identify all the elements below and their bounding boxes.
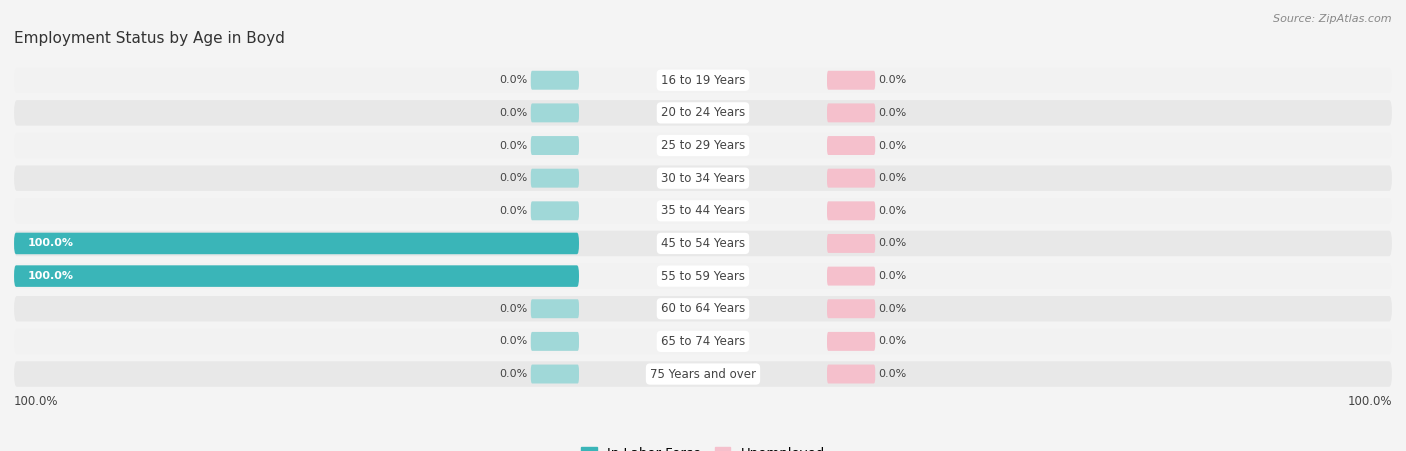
Text: 0.0%: 0.0% [879, 239, 907, 249]
Text: 30 to 34 Years: 30 to 34 Years [661, 172, 745, 184]
Text: 20 to 24 Years: 20 to 24 Years [661, 106, 745, 120]
Text: 0.0%: 0.0% [879, 141, 907, 151]
FancyBboxPatch shape [827, 103, 875, 122]
Text: 100.0%: 100.0% [1347, 395, 1392, 408]
FancyBboxPatch shape [14, 231, 1392, 256]
FancyBboxPatch shape [531, 136, 579, 155]
FancyBboxPatch shape [827, 299, 875, 318]
FancyBboxPatch shape [531, 299, 579, 318]
FancyBboxPatch shape [827, 169, 875, 188]
FancyBboxPatch shape [14, 133, 1392, 158]
Text: 75 Years and over: 75 Years and over [650, 368, 756, 381]
Text: 45 to 54 Years: 45 to 54 Years [661, 237, 745, 250]
FancyBboxPatch shape [531, 201, 579, 220]
Text: 0.0%: 0.0% [879, 173, 907, 183]
Text: 16 to 19 Years: 16 to 19 Years [661, 74, 745, 87]
FancyBboxPatch shape [14, 100, 1392, 126]
Text: 60 to 64 Years: 60 to 64 Years [661, 302, 745, 315]
FancyBboxPatch shape [531, 71, 579, 90]
Text: 0.0%: 0.0% [879, 75, 907, 85]
FancyBboxPatch shape [531, 364, 579, 383]
FancyBboxPatch shape [14, 198, 1392, 224]
Text: 0.0%: 0.0% [499, 369, 527, 379]
Text: 0.0%: 0.0% [499, 75, 527, 85]
FancyBboxPatch shape [827, 267, 875, 285]
Text: 0.0%: 0.0% [499, 141, 527, 151]
Text: Employment Status by Age in Boyd: Employment Status by Age in Boyd [14, 31, 285, 46]
FancyBboxPatch shape [14, 233, 579, 254]
Text: 100.0%: 100.0% [14, 395, 59, 408]
FancyBboxPatch shape [531, 103, 579, 122]
FancyBboxPatch shape [531, 332, 579, 351]
Text: 0.0%: 0.0% [879, 108, 907, 118]
FancyBboxPatch shape [827, 136, 875, 155]
Text: 100.0%: 100.0% [28, 239, 75, 249]
Text: 35 to 44 Years: 35 to 44 Years [661, 204, 745, 217]
Text: 0.0%: 0.0% [879, 369, 907, 379]
FancyBboxPatch shape [14, 361, 1392, 387]
Text: 0.0%: 0.0% [499, 336, 527, 346]
Text: 55 to 59 Years: 55 to 59 Years [661, 270, 745, 283]
Text: Source: ZipAtlas.com: Source: ZipAtlas.com [1274, 14, 1392, 23]
FancyBboxPatch shape [14, 68, 1392, 93]
FancyBboxPatch shape [14, 265, 579, 287]
Text: 0.0%: 0.0% [879, 271, 907, 281]
Text: 25 to 29 Years: 25 to 29 Years [661, 139, 745, 152]
Legend: In Labor Force, Unemployed: In Labor Force, Unemployed [575, 442, 831, 451]
FancyBboxPatch shape [14, 263, 1392, 289]
Text: 0.0%: 0.0% [499, 173, 527, 183]
Text: 0.0%: 0.0% [499, 108, 527, 118]
FancyBboxPatch shape [14, 329, 1392, 354]
FancyBboxPatch shape [827, 332, 875, 351]
FancyBboxPatch shape [827, 234, 875, 253]
FancyBboxPatch shape [827, 71, 875, 90]
FancyBboxPatch shape [827, 364, 875, 383]
Text: 65 to 74 Years: 65 to 74 Years [661, 335, 745, 348]
Text: 0.0%: 0.0% [879, 206, 907, 216]
Text: 100.0%: 100.0% [28, 271, 75, 281]
Text: 0.0%: 0.0% [499, 206, 527, 216]
Text: 0.0%: 0.0% [879, 336, 907, 346]
FancyBboxPatch shape [827, 201, 875, 220]
FancyBboxPatch shape [14, 296, 1392, 322]
Text: 0.0%: 0.0% [499, 304, 527, 314]
Text: 0.0%: 0.0% [879, 304, 907, 314]
FancyBboxPatch shape [531, 169, 579, 188]
FancyBboxPatch shape [14, 166, 1392, 191]
